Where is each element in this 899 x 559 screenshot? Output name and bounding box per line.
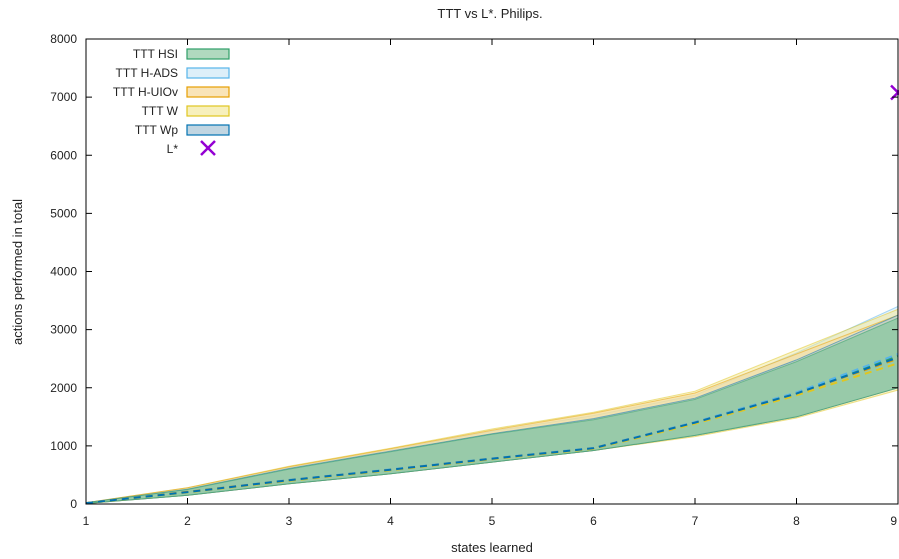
y-tick-label: 8000 (50, 32, 77, 46)
legend-swatch (186, 124, 230, 136)
legend-label: TTT HSI (133, 47, 178, 61)
legend-swatch (186, 67, 230, 79)
legend-entry-l: L* (167, 140, 216, 156)
legend-marker (200, 140, 216, 156)
y-tick-label: 0 (70, 497, 77, 511)
y-tick-label: 1000 (50, 439, 77, 453)
x-tick-label: 3 (286, 514, 293, 528)
y-tick-label: 4000 (50, 265, 77, 279)
legend-label: TTT H-ADS (116, 66, 178, 80)
y-tick-label: 2000 (50, 381, 77, 395)
legend-swatch (186, 48, 230, 60)
mean-line-ttt-wp (85, 356, 899, 505)
legend-label: TTT W (142, 104, 179, 118)
series-bands (85, 305, 899, 504)
x-axis-ticks: 1 2 3 4 5 6 7 8 9 (83, 39, 899, 528)
y-tick-label: 6000 (50, 148, 77, 162)
legend-entry-ttt-hsi: TTT HSI (133, 47, 230, 61)
y-tick-label: 3000 (50, 323, 77, 337)
legend: TTT HSI TTT H-ADS TTT H-UIOv TTT W TTT Wp L* (113, 47, 230, 156)
band-ttt-hsi (85, 317, 899, 504)
x-tick-label: 2 (184, 514, 191, 528)
y-tick-label: 7000 (50, 90, 77, 104)
series-mean-lines (85, 353, 899, 505)
x-tick-label: 5 (489, 514, 496, 528)
x-tick-label: 6 (590, 514, 597, 528)
x-tick-label: 9 (890, 514, 897, 528)
y-tick-label: 5000 (50, 206, 77, 220)
x-tick-label: 7 (692, 514, 699, 528)
legend-entry-ttt-w: TTT W (142, 104, 230, 118)
legend-label: TTT Wp (135, 123, 178, 137)
legend-label: L* (167, 142, 179, 156)
legend-entry-ttt-h-ads: TTT H-ADS (116, 66, 230, 80)
x-tick-label: 4 (387, 514, 394, 528)
legend-label: TTT H-UIOv (113, 85, 178, 99)
chart-title: TTT vs L*. Philips. (437, 6, 542, 21)
legend-entry-ttt-h-uiov: TTT H-UIOv (113, 85, 230, 99)
y-axis-ticks: 0 1000 2000 3000 4000 5000 6000 7000 8000 (50, 32, 898, 511)
x-tick-label: 8 (793, 514, 800, 528)
legend-swatch (186, 86, 230, 98)
x-tick-label: 1 (83, 514, 90, 528)
y-axis-title: actions performed in total (10, 199, 25, 345)
legend-entry-ttt-wp: TTT Wp (135, 123, 230, 137)
legend-swatch (186, 105, 230, 117)
x-axis-title: states learned (451, 540, 533, 555)
